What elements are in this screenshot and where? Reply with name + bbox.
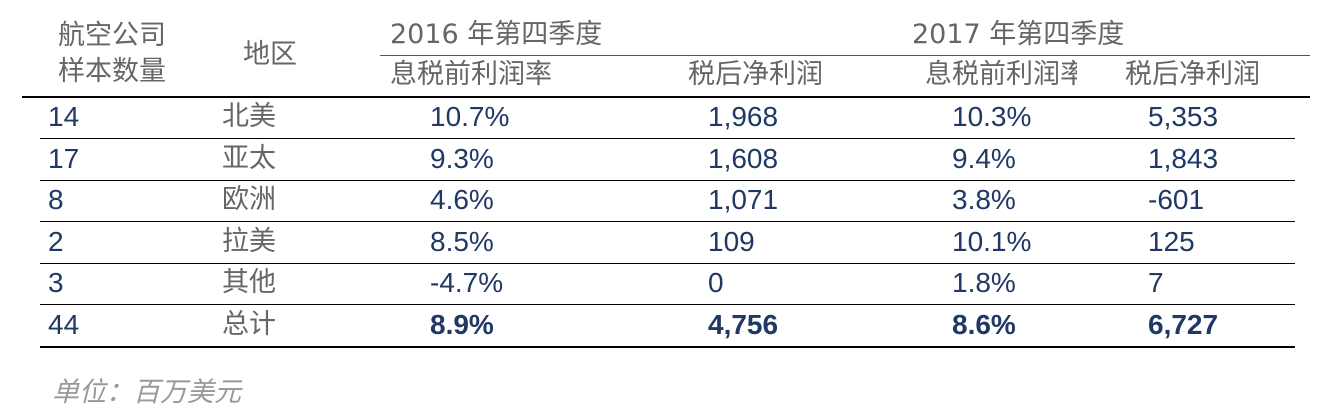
col-header: 样本数量 xyxy=(58,56,166,87)
cell: 2 xyxy=(48,225,64,257)
col-header: 息税前利润率 xyxy=(390,59,552,90)
row-rule xyxy=(40,138,1295,139)
rule xyxy=(22,96,1310,98)
cell: 17 xyxy=(48,142,80,174)
cell: 北美 xyxy=(222,101,276,132)
cell: 总计 xyxy=(222,308,276,340)
cell: 10.1% xyxy=(952,225,1032,257)
row-rule xyxy=(40,304,1295,305)
cell: -4.7% xyxy=(430,267,504,298)
cell: 拉美 xyxy=(222,225,276,257)
cell: 1,968 xyxy=(708,101,779,132)
cell: 125 xyxy=(1148,225,1195,257)
cell: 6,727 xyxy=(1148,308,1219,340)
col-header: 税后净利润 xyxy=(688,59,823,90)
cell: 10.7% xyxy=(430,101,510,132)
col-header: 息税前利润率 xyxy=(925,59,1077,90)
cell: 44 xyxy=(48,308,80,340)
group-header: 2016 年第四季度 xyxy=(390,19,603,50)
col-header: 地区 xyxy=(243,39,297,70)
cell: 4,756 xyxy=(708,308,779,340)
row-rule xyxy=(40,221,1295,222)
cell: 3 xyxy=(48,267,64,298)
cell: 8.9% xyxy=(430,308,494,340)
cell: 1,071 xyxy=(708,184,779,215)
group-header: 2017 年第四季度 xyxy=(912,19,1125,50)
cell: 其他 xyxy=(222,267,276,298)
cell: 0 xyxy=(708,267,724,298)
cell: 10.3% xyxy=(952,101,1032,132)
cell: 亚太 xyxy=(222,142,276,174)
cell: 1,843 xyxy=(1148,142,1219,174)
cell: 1.8% xyxy=(952,267,1016,298)
cell: 9.4% xyxy=(952,142,1016,174)
cell: 8.6% xyxy=(952,308,1016,340)
cell: 5,353 xyxy=(1148,101,1219,132)
row-rule xyxy=(40,179,1295,181)
cell: 14 xyxy=(48,101,80,132)
cell: 3.8% xyxy=(952,184,1016,215)
row-rule xyxy=(40,262,1295,264)
cell: 4.6% xyxy=(430,184,494,215)
cell: 7 xyxy=(1148,267,1164,298)
col-header: 航空公司 xyxy=(58,20,166,51)
cell: 9.3% xyxy=(430,142,494,174)
cell: 欧洲 xyxy=(222,184,276,215)
cell: 8 xyxy=(48,184,64,215)
rule xyxy=(380,55,1310,56)
rule xyxy=(40,346,1295,348)
cell: 109 xyxy=(708,225,755,257)
footnote: 单位：百万美元 xyxy=(52,377,241,408)
cell: 8.5% xyxy=(430,225,494,257)
cell: -601 xyxy=(1148,184,1205,215)
cell: 1,608 xyxy=(708,142,779,174)
col-header: 税后净利润 xyxy=(1125,59,1260,90)
